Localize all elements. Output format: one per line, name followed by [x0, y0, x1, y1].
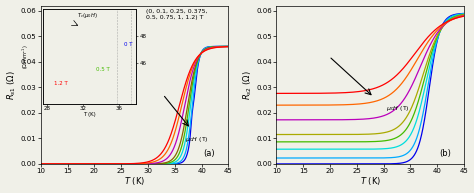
X-axis label: $T$ (K): $T$ (K): [124, 175, 145, 187]
Text: $\mu_0 H$ (T): $\mu_0 H$ (T): [386, 104, 410, 113]
Text: $\mu_0 H$ (T): $\mu_0 H$ (T): [185, 135, 209, 144]
X-axis label: $T$ (K): $T$ (K): [360, 175, 381, 187]
Text: (0, 0.1, 0.25, 0.375,
0.5, 0.75, 1, 1.2) T: (0, 0.1, 0.25, 0.375, 0.5, 0.75, 1, 1.2)…: [146, 9, 207, 20]
Y-axis label: $R_{s1}$ ($\Omega$): $R_{s1}$ ($\Omega$): [6, 70, 18, 100]
Y-axis label: $R_{s2}$ ($\Omega$): $R_{s2}$ ($\Omega$): [241, 70, 254, 100]
Text: (a): (a): [204, 149, 215, 157]
Text: (b): (b): [439, 149, 451, 157]
